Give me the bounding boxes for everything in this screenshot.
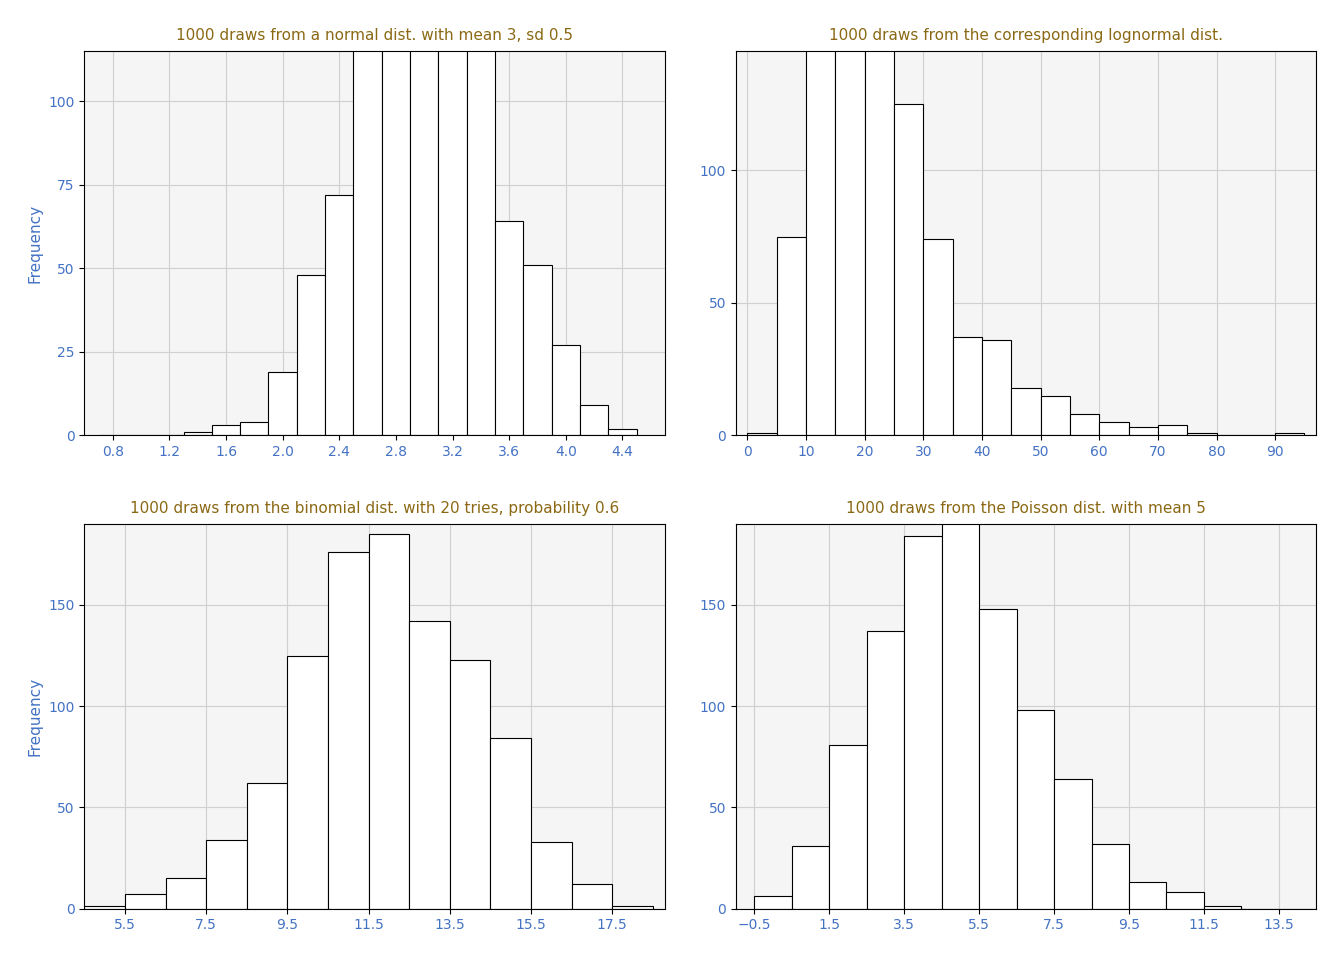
Bar [241,422,269,436]
Bar [297,275,325,436]
Bar [571,884,612,908]
Bar [495,222,523,436]
Bar [212,425,241,436]
Bar [328,552,368,908]
Bar [382,0,410,436]
Bar [923,239,953,436]
Bar [792,846,829,908]
Bar [829,745,867,908]
Bar [612,906,653,908]
Bar [836,0,864,436]
Bar [1091,844,1129,908]
Bar [1129,882,1167,908]
Bar [410,0,438,436]
Bar [466,37,495,436]
Bar [1167,892,1204,908]
Title: 1000 draws from a normal dist. with mean 3, sd 0.5: 1000 draws from a normal dist. with mean… [176,28,573,43]
Bar [409,621,450,908]
Bar [368,534,409,908]
Bar [905,536,942,908]
Bar [754,897,792,908]
Title: 1000 draws from the binomial dist. with 20 tries, probability 0.6: 1000 draws from the binomial dist. with … [130,501,620,516]
Bar [953,337,982,436]
Y-axis label: Frequency: Frequency [28,204,43,283]
Bar [1187,433,1216,436]
Bar [980,609,1016,908]
Bar [1016,710,1054,908]
Bar [942,510,980,908]
Bar [894,104,923,436]
Bar [864,0,894,436]
Bar [982,340,1011,436]
Bar [165,878,206,908]
Bar [288,656,328,908]
Bar [269,372,297,436]
Bar [523,265,551,436]
Bar [777,236,806,436]
Bar [491,738,531,908]
Bar [1099,422,1129,436]
Bar [867,632,905,908]
Bar [1070,414,1099,436]
Bar [551,346,581,436]
Bar [438,0,466,436]
Bar [450,660,491,908]
Bar [85,906,125,908]
Bar [581,405,609,436]
Bar [247,783,288,908]
Bar [747,433,777,436]
Bar [125,895,165,908]
Title: 1000 draws from the corresponding lognormal dist.: 1000 draws from the corresponding lognor… [829,28,1223,43]
Bar [609,429,637,436]
Bar [1204,906,1242,908]
Y-axis label: Frequency: Frequency [28,677,43,756]
Bar [1011,388,1040,436]
Bar [1159,425,1187,436]
Bar [531,842,571,908]
Bar [184,432,212,436]
Bar [1275,433,1305,436]
Bar [206,840,247,908]
Bar [353,44,382,436]
Title: 1000 draws from the Poisson dist. with mean 5: 1000 draws from the Poisson dist. with m… [845,501,1206,516]
Bar [1129,427,1159,436]
Bar [1040,396,1070,436]
Bar [325,195,353,436]
Bar [1054,779,1091,908]
Bar [806,0,836,436]
